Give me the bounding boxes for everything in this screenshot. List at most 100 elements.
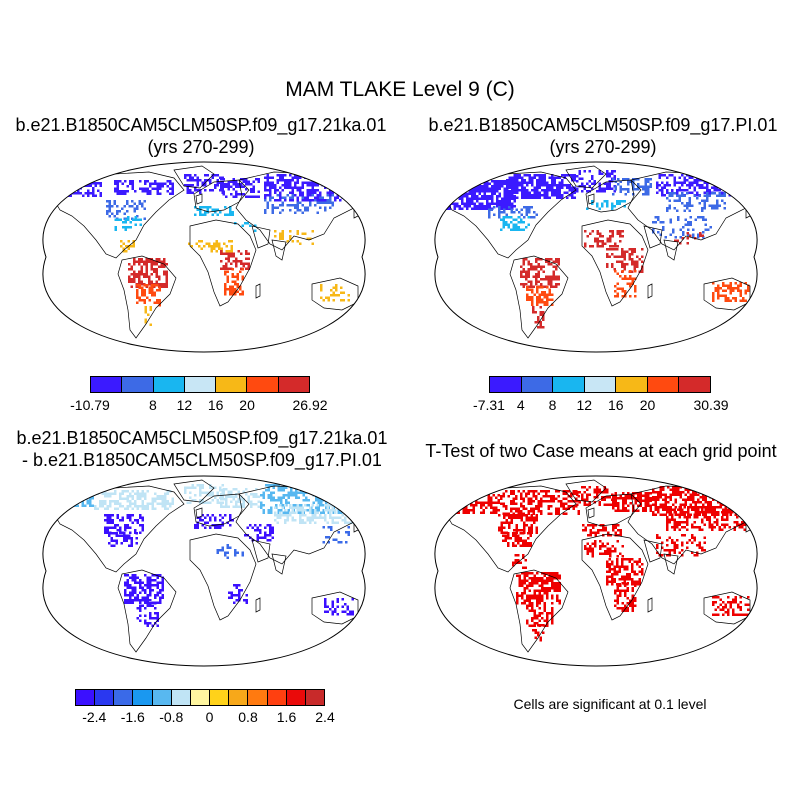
colorbar-panel-1-ticks: -10.79 8 12 16 20 26.92: [70, 397, 327, 417]
colorbar-swatch: [153, 377, 185, 392]
colorbar-tick-label: -10.79: [70, 397, 110, 413]
coastline-greenland: [173, 479, 215, 503]
colorbar-panel-3-ticks: -2.4 -1.6 -0.8 0 0.8 1.6 2.4: [75, 709, 335, 729]
coastline-greenland: [565, 165, 607, 189]
coastlines: [53, 479, 366, 653]
panel-3-title-line2: - b.e21.B1850CAM5CLM50SP.f09_g17.PI.01: [22, 450, 382, 470]
coastline-northAmerica: [53, 485, 185, 573]
colorbar-tick-label: -7.31: [473, 397, 505, 413]
panel-4-title: T-Test of two Case means at each grid po…: [405, 440, 797, 462]
coastline-australia: [311, 591, 359, 625]
map-cells: [62, 174, 350, 326]
colorbar-swatch: [122, 377, 154, 392]
coastline-australia: [703, 277, 751, 311]
colorbar-panel-1: [90, 376, 310, 393]
figure-title: MAM TLAKE Level 9 (C): [285, 78, 515, 101]
colorbar-swatch: [76, 690, 96, 705]
colorbar-tick-label: 0: [205, 709, 214, 725]
colorbar-tick-label: 16: [207, 397, 224, 413]
map-cells: [450, 486, 752, 642]
colorbar-swatch: [133, 690, 153, 705]
coastline-madagascar: [647, 283, 653, 299]
coastline-northAmerica: [445, 485, 577, 573]
colorbar-tick-label: 20: [639, 397, 656, 413]
map-boundary: [434, 475, 758, 667]
panel-1-title: b.e21.B1850CAM5CLM50SP.f09_g17.21ka.01 (…: [6, 114, 396, 158]
colorbar-swatch: [91, 377, 123, 392]
colorbar-swatch: [95, 690, 115, 705]
coastline-uk: [587, 193, 595, 205]
colorbar-tick-label: 0.8: [238, 709, 258, 725]
coastline-nz: [368, 310, 372, 318]
coastline-northAmerica: [445, 171, 577, 259]
coastline-northAmerica: [53, 171, 185, 259]
panel-3-title: b.e21.B1850CAM5CLM50SP.f09_g17.21ka.01 -…: [6, 427, 398, 471]
colorbar-swatch: [584, 377, 617, 392]
coastline-uk: [195, 193, 203, 205]
colorbar-swatch: [229, 690, 249, 705]
colorbar-swatch: [305, 690, 325, 705]
coastline-southAmerica: [117, 255, 177, 339]
coastline-arabia: [643, 225, 663, 249]
map-panel-4: [434, 475, 764, 667]
coastline-africa: [189, 533, 257, 621]
coastline-madagascar: [647, 597, 653, 613]
coastline-india: [663, 239, 679, 261]
coastline-africa: [189, 219, 257, 307]
coastline-madagascar: [255, 283, 261, 299]
colorbar-tick-label: 4: [516, 397, 525, 413]
panel-4-title-line1: T-Test of two Case means at each grid po…: [425, 441, 777, 461]
colorbar-tick-label: -2.4: [82, 709, 107, 725]
coastline-southAmerica: [509, 569, 569, 653]
coastline-greenland: [565, 479, 607, 503]
coastline-india: [271, 553, 287, 575]
coastline-india: [663, 553, 679, 575]
panel-2-title-line2: (yrs 270-299): [549, 137, 657, 157]
colorbar-tick-label: 1.6: [276, 709, 297, 725]
colorbar-swatch: [152, 690, 172, 705]
panel-2-title: b.e21.B1850CAM5CLM50SP.f09_g17.PI.01 (yr…: [408, 114, 798, 158]
coastline-arabia: [251, 539, 271, 563]
significance-note: Cells are significant at 0.1 level: [513, 696, 707, 712]
colorbar-tick-label: 30.39: [693, 397, 729, 413]
colorbar-panel-3: [75, 689, 325, 706]
colorbar-swatch: [553, 377, 585, 392]
colorbar-swatch: [490, 377, 522, 392]
colorbar-tick-label: 20: [239, 397, 255, 413]
coastline-australia: [311, 277, 359, 311]
colorbar-swatch: [114, 690, 134, 705]
colorbar-swatch: [247, 377, 279, 392]
map-cells: [446, 170, 750, 329]
map-panel-1: [42, 161, 372, 353]
coastline-uk: [587, 507, 595, 519]
colorbar-panel-2: [489, 376, 711, 393]
colorbar-tick-label: -1.6: [120, 709, 145, 725]
coastline-nz: [760, 624, 764, 632]
coastline-southAmerica: [509, 255, 569, 339]
colorbar-tick-label: -0.8: [159, 709, 184, 725]
coastline-africa: [581, 533, 649, 621]
coastline-madagascar: [255, 597, 261, 613]
coastline-india: [271, 239, 287, 261]
map-panel-2: [434, 161, 764, 353]
colorbar-swatch: [616, 377, 648, 392]
colorbar-swatch: [190, 690, 211, 705]
map-boundary: [42, 161, 366, 353]
coastline-uk: [195, 507, 203, 519]
colorbar-swatch: [248, 690, 268, 705]
colorbar-swatch: [171, 690, 191, 705]
colorbar-tick-label: 8: [149, 397, 157, 413]
colorbar-swatch: [184, 377, 217, 392]
colorbar-swatch: [679, 377, 711, 392]
colorbar-swatch: [210, 690, 230, 705]
coastline-nz: [760, 310, 764, 318]
coastline-southAmerica: [117, 569, 177, 653]
colorbar-tick-label: 12: [576, 397, 593, 413]
colorbar-swatch: [278, 377, 309, 392]
coastline-greenland: [173, 165, 215, 189]
colorbar-swatch: [521, 377, 554, 392]
colorbar-tick-label: 2.4: [315, 709, 335, 725]
colorbar-panel-2-ticks: -7.31 4 8 12 16 20 30.39: [473, 397, 728, 417]
colorbar-swatch: [216, 377, 248, 392]
colorbar-tick-label: 26.92: [292, 397, 328, 413]
